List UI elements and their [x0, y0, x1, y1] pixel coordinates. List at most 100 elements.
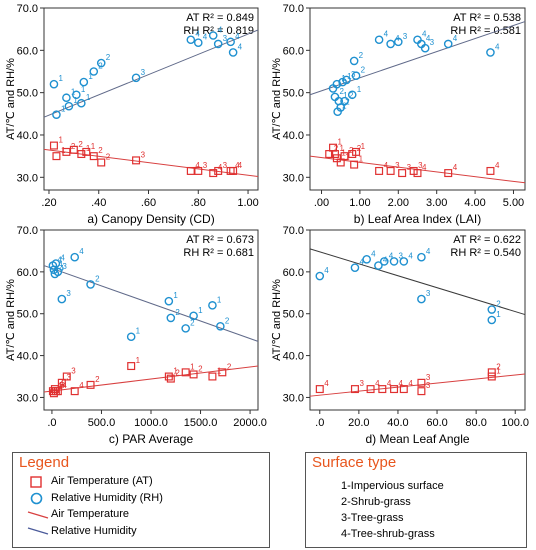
- chart-2-y-tick-label: 40.0: [283, 130, 304, 142]
- chart-2-rh-point: [336, 103, 346, 112]
- chart-2-rh-point: [342, 75, 351, 85]
- chart-2-rh-point: [349, 56, 359, 66]
- chart-2-rh-point-label: 4: [453, 34, 458, 43]
- legend-item-at-fit-line: Air Temperature: [51, 508, 130, 520]
- chart-2-x-tick-label: 3.00: [426, 197, 447, 209]
- chart-2-y-axis-label: AT/℃ and RH/%: [271, 58, 283, 140]
- chart-4-at-point: [366, 385, 375, 394]
- chart-4-at-point-label: 4: [399, 379, 404, 388]
- legend-box: Legend Air Temperature (AT) Relative Hum…: [12, 452, 270, 548]
- chart-4-rh-point: [399, 257, 409, 266]
- chart-1-rh-point-label: 1: [73, 96, 78, 105]
- chart-4-rh-point: [487, 315, 497, 325]
- chart-3-at-point-label: 2: [95, 375, 100, 384]
- chart-1-at-point: [214, 166, 223, 175]
- chart-1-rh-point-label: 1: [61, 105, 66, 114]
- chart-1-rh-point: [64, 101, 74, 111]
- chart-4-x-tick-label: 40.0: [387, 417, 408, 429]
- chart-2-at-point: [340, 152, 349, 161]
- chart-3-rh-point-label: 3: [62, 262, 67, 271]
- chart-4-rh-point-label: 4: [408, 251, 413, 260]
- chart-4-at-point: [417, 378, 426, 387]
- chart-2-x-tick-label: 2.00: [388, 197, 409, 209]
- chart-3-rh-point: [86, 280, 95, 289]
- chart-2-group: 30.0 40.0 50.0 60.0 70.0 .00 1.00 2.00 3.00 4.00 5…: [271, 3, 526, 226]
- chart-2-rh-point: [386, 39, 395, 49]
- chart-1-rh-point: [96, 58, 106, 68]
- chart-3-rh-point-label: 4: [57, 256, 62, 265]
- chart-3-at-point: [164, 372, 173, 381]
- chart-1-at-point-label: 2: [78, 140, 83, 149]
- chart-3-rh-point: [53, 267, 63, 277]
- chart-4-at-point: [390, 385, 399, 394]
- legend-rh-line-icon: [27, 527, 49, 535]
- chart-4-y-tick-label: 40.0: [283, 351, 304, 363]
- chart-2-x-tick-label: .00: [314, 197, 329, 209]
- chart-3-rh-point-label: 4: [79, 247, 84, 256]
- chart-1-rh-point: [77, 98, 86, 108]
- chart-2-panel-label: b) Leaf Area Index (LAI): [354, 212, 481, 226]
- chart-2-at-point-label: 3: [418, 161, 423, 170]
- chart-1-at-point: [49, 141, 58, 150]
- chart-2-rh-point: [351, 71, 361, 81]
- legend-item-air-temperature: Air Temperature (AT): [51, 475, 153, 487]
- chart-2-y-tick-label: 30.0: [283, 172, 304, 184]
- chart-2-at-point: [413, 169, 422, 178]
- chart-3-x-tick-label: .0: [47, 417, 56, 429]
- chart-1-rh-point-label: 1: [58, 74, 63, 83]
- chart-4-rh-point: [315, 271, 325, 281]
- chart-4-rh-point-label: 3: [426, 289, 431, 298]
- chart-3-rh-point: [181, 324, 190, 333]
- chart-2-at-point-label: 1: [361, 142, 366, 151]
- chart-1-rh-point-label: 1: [86, 93, 91, 102]
- chart-1-y-tick-label: 60.0: [17, 45, 38, 57]
- charts-canvas: 30.040.050.060.070.0.20.40.60.80 1.00AT/℃…: [5, 3, 529, 446]
- chart-4-at-point-label: 3: [359, 379, 364, 388]
- chart-1-y-tick-label: 30.0: [17, 172, 38, 184]
- chart-3-at-point: [62, 372, 71, 381]
- chart-2-y-tick-label: 70.0: [283, 3, 304, 15]
- chart-1-at-point-label: 4: [235, 161, 240, 170]
- chart-3-rh-point-label: 1: [173, 291, 178, 300]
- chart-3-at-point: [181, 368, 190, 377]
- chart-3-group: 30.0 40.0 50.0 60.0 70.0 .0 500.0 1000.0 1500.0 2…: [5, 225, 267, 446]
- chart-1-x-tick-label: .20: [41, 197, 56, 209]
- chart-4-rh-point: [417, 252, 426, 262]
- chart-2-at-point: [486, 166, 495, 175]
- chart-1-y-tick-label: 50.0: [17, 88, 38, 100]
- chart-4-y-tick-label: 70.0: [283, 225, 304, 237]
- chart-2-at-point-label: 4: [422, 163, 427, 172]
- chart-3-r2-stat: AT R² = 0.673: [186, 234, 254, 246]
- chart-4-rh-point-label: 4: [359, 258, 364, 267]
- chart-1-rh-point: [193, 38, 203, 48]
- chart-3-at-point-label: 4: [79, 381, 84, 390]
- chart-3-at-point: [70, 387, 79, 396]
- chart-4-rh-point-label: 4: [383, 256, 388, 265]
- chart-1-at-point-label: 1: [58, 136, 63, 145]
- chart-1-at-point-label: 4: [195, 161, 200, 170]
- chart-2-plot-frame: [309, 7, 526, 191]
- chart-2-at-point-label: 4: [453, 163, 458, 172]
- chart-3-at-point-label: 3: [71, 367, 76, 376]
- chart-1-rh-point-label: 3: [141, 68, 146, 77]
- chart-2-rh-point: [417, 39, 426, 49]
- chart-3-rh-point-label: 2: [175, 308, 180, 317]
- chart-3-rh-point-label: 2: [225, 316, 230, 325]
- chart-1-r2-stat: AT R² = 0.849: [186, 12, 254, 24]
- chart-1-rh-point: [186, 35, 196, 45]
- chart-3-rh-point: [57, 294, 67, 304]
- chart-3-at-point-label: 2: [227, 362, 232, 371]
- chart-2-rh-point-label: 2: [359, 51, 364, 60]
- chart-2-rh-point-label: 1: [347, 72, 352, 81]
- chart-2-at-point: [398, 169, 407, 178]
- chart-3-at-point-label: 4: [59, 379, 64, 388]
- chart-4-rh-point: [374, 261, 383, 270]
- chart-4-at-point: [487, 368, 496, 377]
- chart-3-panel-label: c) PAR Average: [109, 432, 194, 446]
- chart-1-at-point-label: 4: [238, 161, 243, 170]
- chart-4-rh-point: [350, 263, 360, 272]
- chart-3-x-tick-label: 1000.0: [134, 417, 168, 429]
- chart-1-at-point-label: 3: [203, 161, 208, 170]
- chart-3-rh-point: [70, 252, 80, 262]
- surface-type-item-1: 1-Impervious surface: [341, 480, 444, 492]
